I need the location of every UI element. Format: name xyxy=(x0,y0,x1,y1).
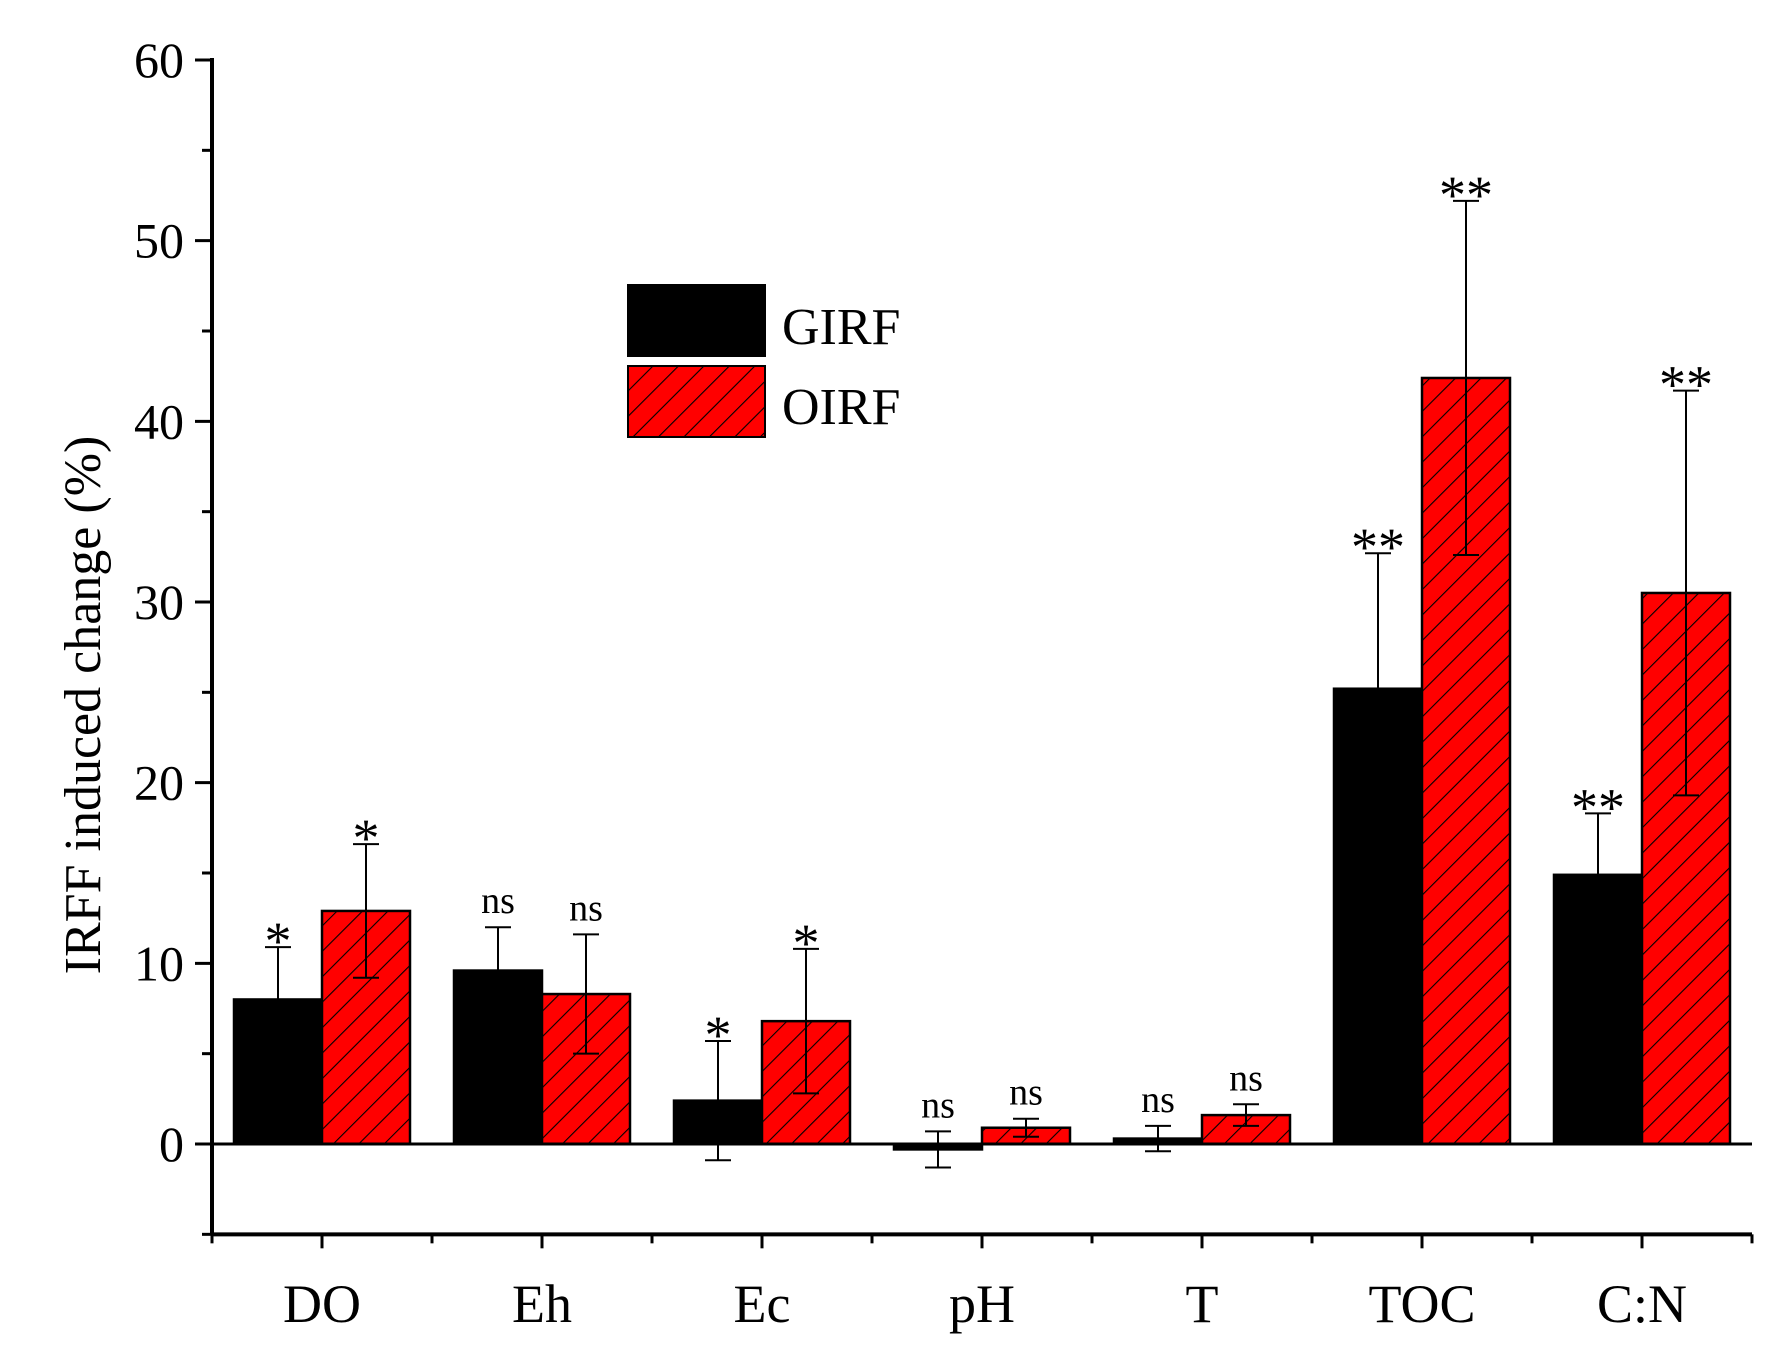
legend-label-oirf: OIRF xyxy=(782,379,900,436)
significance-label-girf-cn: ** xyxy=(1571,777,1625,837)
x-tick-label-eh: Eh xyxy=(512,1274,572,1334)
y-tick-label-30: 30 xyxy=(134,574,184,630)
bars-layer xyxy=(232,376,1732,1151)
legend-label-girf: GIRF xyxy=(782,299,900,356)
significance-label-oirf-eh: ns xyxy=(569,887,603,929)
significance-label-girf-eh: ns xyxy=(481,880,515,922)
axes-layer: DO Eh Ec pH T TOC C:N 0 10 20 30 40 50 60 xyxy=(134,32,1754,1334)
significance-label-girf-ec: * xyxy=(705,1005,732,1065)
significance-label-girf-toc: ** xyxy=(1351,517,1405,577)
legend-swatch-girf xyxy=(627,284,766,357)
y-tick-label-20: 20 xyxy=(134,755,184,811)
x-tick-label-t: T xyxy=(1186,1274,1219,1334)
significance-label-oirf-ec: * xyxy=(793,913,820,973)
significance-label-oirf-t: ns xyxy=(1229,1057,1263,1099)
significance-label-oirf-cn: ** xyxy=(1659,355,1713,415)
error-bars-layer xyxy=(265,199,1699,1169)
x-tick-label-ec: Ec xyxy=(734,1274,791,1334)
y-tick-label-50: 50 xyxy=(134,213,184,269)
significance-label-oirf-do: * xyxy=(353,808,380,868)
y-tick-label-10: 10 xyxy=(134,935,184,991)
x-tick-label-do: DO xyxy=(283,1274,361,1334)
y-tick-label-40: 40 xyxy=(134,393,184,449)
legend-swatch-oirf xyxy=(627,365,766,438)
significance-label-oirf-toc: ** xyxy=(1439,165,1493,225)
bar-oirf-eh xyxy=(540,992,632,1146)
x-tick-label-toc: TOC xyxy=(1368,1274,1475,1334)
y-tick-label-60: 60 xyxy=(134,32,184,88)
significance-label-girf-do: * xyxy=(265,911,292,971)
y-tick-label-0: 0 xyxy=(159,1116,184,1172)
y-axis-label: IRFF induced change (%) xyxy=(55,436,112,975)
significance-label-girf-ph: ns xyxy=(921,1084,955,1126)
legend: GIRF OIRF xyxy=(627,284,900,438)
significance-label-girf-t: ns xyxy=(1141,1079,1175,1121)
x-tick-label-ph: pH xyxy=(949,1274,1015,1334)
significance-label-oirf-ph: ns xyxy=(1009,1072,1043,1114)
x-tick-label-cn: C:N xyxy=(1597,1274,1687,1334)
